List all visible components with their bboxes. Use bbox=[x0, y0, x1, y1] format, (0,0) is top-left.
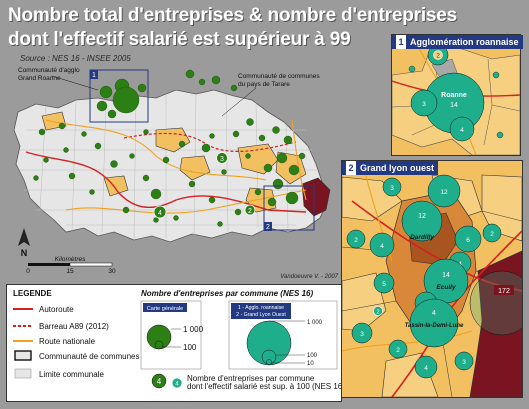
legend-autoroute-label: Autoroute bbox=[39, 305, 74, 314]
inset-2-value-11: 5 bbox=[382, 281, 386, 288]
inset-box-2-label: 2 bbox=[266, 224, 270, 231]
legend-general-value-100: 100 bbox=[183, 343, 197, 352]
legend-symbol-number-inset: 4 bbox=[175, 382, 179, 388]
inset-grand-lyon-ouest: 12 Dardilly 3 2 4 2 12 6 4 14 Ecully bbox=[341, 160, 523, 398]
inset-2-value-6: 12 bbox=[440, 189, 448, 196]
legend-symbol-number: 4 bbox=[157, 377, 162, 386]
inset-2-value-4: 4 bbox=[380, 243, 384, 250]
inset-1-value-4: 4 bbox=[460, 127, 464, 134]
legend-community-label: Communauté de communes bbox=[39, 352, 140, 361]
map-title-line-2: dont l'effectif salarié est supérieur à … bbox=[8, 29, 351, 50]
inset-2-value-dardilly: 12 bbox=[418, 213, 426, 220]
main-map: 4 3 2 1 2 Communauté d'agglo Grand Roann… bbox=[13, 67, 339, 280]
inset-box-1 bbox=[89, 69, 149, 123]
inset-2-value-17: 4 bbox=[424, 365, 428, 372]
inset-1-city-label: Roanne bbox=[441, 92, 467, 99]
annotation-roanne-line-1: Communauté d'agglo bbox=[18, 67, 80, 74]
inset-2-value-2: 3 bbox=[390, 185, 394, 192]
inset-2-header: 2 Grand lyon ouest bbox=[342, 161, 439, 175]
legend-inset-value-1000: 1 000 bbox=[307, 320, 323, 326]
legend-communal-swatch bbox=[14, 368, 32, 379]
legend-count-title: Nombre d'entreprises par commune (NES 16… bbox=[141, 289, 314, 298]
inset-2-value-13: 3 bbox=[360, 331, 364, 338]
inset-1-value-roanne: 14 bbox=[450, 102, 458, 109]
legend-title: LEGENDE bbox=[13, 289, 52, 298]
inset-2-symbols: 12 Dardilly 3 2 4 2 12 6 4 14 Ecully bbox=[346, 174, 522, 379]
scale-tick-30: 30 bbox=[108, 268, 116, 275]
inset-1-value-2: 2 bbox=[436, 53, 440, 60]
inset-2-value-14: 2 bbox=[396, 347, 400, 354]
legend-communal-label: Limite communale bbox=[39, 370, 104, 379]
inset-2-label-dardilly: Dardilly bbox=[410, 234, 434, 241]
legend-route-label: Route nationale bbox=[39, 337, 96, 346]
inset-1-map: Roanne 14 2 3 4 bbox=[392, 35, 520, 155]
inset-1-header: 1 Agglomération roannaise bbox=[392, 35, 523, 49]
scale-title: Kilomètres bbox=[55, 256, 86, 263]
scale-tick-15: 15 bbox=[66, 268, 74, 275]
map-credit: Vandoeuvre V. - 2007 bbox=[280, 274, 338, 280]
large-company-symbols: 4 3 2 bbox=[153, 152, 256, 219]
north-label: N bbox=[21, 248, 28, 258]
symbol-number-2: 3 bbox=[220, 156, 224, 163]
annotation-tarare-line-2: du pays de Tarare bbox=[238, 81, 290, 88]
inset-box-1-label: 1 bbox=[92, 72, 96, 79]
symbol-number-1: 4 bbox=[158, 210, 162, 217]
inset-2-value-tassin: 4 bbox=[432, 310, 436, 317]
inset-box-2 bbox=[263, 185, 315, 231]
inset-1-value-3: 3 bbox=[422, 101, 426, 108]
commune-symbols bbox=[33, 69, 306, 227]
inset-agglomeration-roannaise: Roanne 14 2 3 4 1 Agglomération roannaise bbox=[391, 34, 523, 156]
inset-2-value-7: 6 bbox=[466, 237, 470, 244]
roads bbox=[25, 119, 307, 214]
legend-inset-value-100: 100 bbox=[307, 353, 318, 359]
inset-1-title: Agglomération roannaise bbox=[410, 37, 519, 47]
scale-bar: Kilomètres 0 15 30 bbox=[26, 256, 116, 275]
inset-2-number: 2 bbox=[346, 161, 356, 175]
legend: LEGENDE Autoroute Barreau A89 (2012) Rou… bbox=[6, 284, 342, 402]
symbol-number-3: 2 bbox=[248, 208, 252, 215]
legend-barreau-label: Barreau A89 (2012) bbox=[39, 322, 109, 331]
inset-2-map: 12 Dardilly 3 2 4 2 12 6 4 14 Ecully bbox=[342, 161, 522, 397]
inset-2-value-16: 3 bbox=[462, 359, 466, 366]
annotation-roanne-line-2: Grand Roanne bbox=[18, 75, 61, 82]
inset-2-value-15: 2 bbox=[376, 310, 379, 316]
legend-general-value-1000: 1 000 bbox=[183, 325, 204, 334]
map-title-line-1: Nombre total d'entreprises & nombre d'en… bbox=[8, 5, 458, 26]
inset-2-lyon-value: 172 bbox=[498, 288, 510, 295]
north-arrow: N bbox=[18, 228, 30, 258]
lyon-area bbox=[301, 177, 331, 217]
legend-inset-label-1: 1 - Agglo. roannaise bbox=[238, 305, 284, 311]
legend-community-swatch bbox=[14, 350, 32, 361]
scale-tick-0: 0 bbox=[26, 268, 30, 275]
legend-carte-generale: Carte générale bbox=[147, 306, 183, 312]
legend-symbol-caption-2: dont l'effectif salarié est sup. à 100 (… bbox=[187, 382, 342, 391]
legend-general-small-circle bbox=[154, 340, 164, 350]
inset-2-value-5: 2 bbox=[490, 231, 494, 238]
legend-inset-small-circle bbox=[266, 359, 272, 365]
inset-1-number: 1 bbox=[396, 35, 406, 49]
source-note: Source : NES 16 - INSEE 2005 bbox=[20, 54, 131, 63]
legend-inset-label-2: 2 - Grand Lyon Ouest bbox=[236, 312, 286, 318]
annotation-tarare-line-1: Communauté de communes bbox=[238, 73, 320, 80]
inset-2-label-ecully: Ecully bbox=[436, 284, 456, 291]
inset-2-label-tassin: Tassin-la-Demi-Lune bbox=[405, 323, 464, 329]
legend-symbol-caption-1: Nombre d'entreprises par commune bbox=[187, 374, 315, 383]
inset-2-value-3: 2 bbox=[354, 237, 358, 244]
legend-inset-value-10: 10 bbox=[307, 361, 314, 367]
inset-2-title: Grand lyon ouest bbox=[360, 163, 435, 173]
inset-2-value-ecully: 14 bbox=[442, 272, 450, 279]
